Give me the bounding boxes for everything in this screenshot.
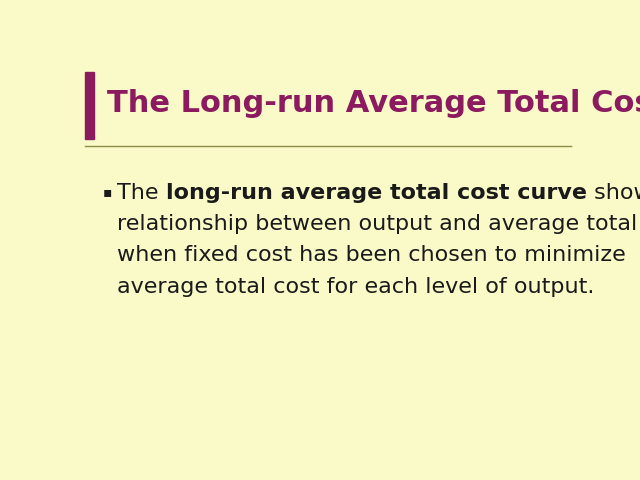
Bar <box>85 72 94 139</box>
Text: long-run average total cost curve: long-run average total cost curve <box>166 182 587 203</box>
Text: ▪: ▪ <box>102 185 112 200</box>
Text: The: The <box>117 182 166 203</box>
Text: relationship between output and average total cost: relationship between output and average … <box>117 214 640 234</box>
Text: average total cost for each level of output.: average total cost for each level of out… <box>117 277 595 297</box>
Text: when fixed cost has been chosen to minimize: when fixed cost has been chosen to minim… <box>117 245 626 265</box>
Text: The Long-run Average Total Cost Curve: The Long-run Average Total Cost Curve <box>108 89 640 118</box>
Text: shows the: shows the <box>587 182 640 203</box>
